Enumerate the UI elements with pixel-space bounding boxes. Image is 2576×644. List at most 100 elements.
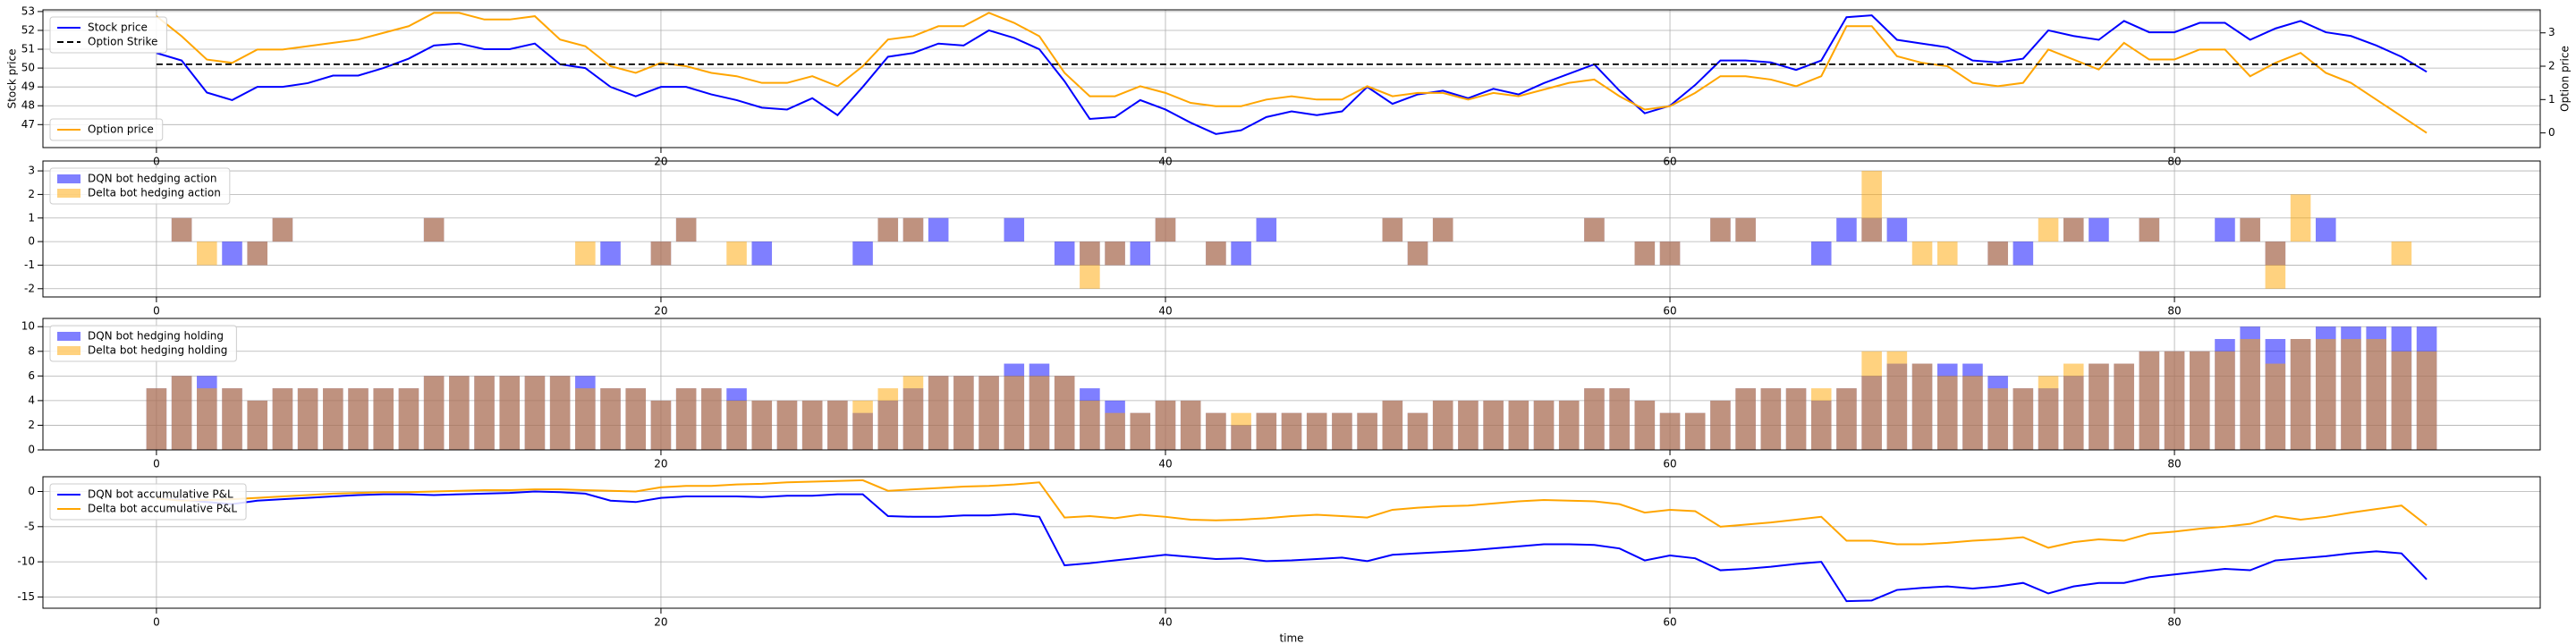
y-tick-label: -5	[24, 520, 35, 532]
bar	[852, 242, 873, 266]
bar	[2164, 351, 2185, 450]
bar	[1911, 363, 1933, 450]
bar	[247, 400, 267, 450]
y2-tick-label: 3	[2548, 26, 2555, 38]
bar	[1155, 400, 1176, 450]
bar	[2114, 363, 2134, 450]
y-tick-label: 6	[28, 369, 35, 382]
y-tick-label: -2	[24, 282, 35, 294]
bar	[1029, 376, 1050, 450]
bar	[1659, 242, 1681, 266]
bar	[2290, 339, 2311, 450]
line-series	[156, 14, 2428, 135]
y-tick-label: 51	[21, 43, 35, 55]
legend-box	[49, 325, 237, 362]
bar	[1004, 376, 1025, 450]
bar	[928, 376, 949, 450]
bar	[877, 217, 899, 242]
y2-axis-label: Option price	[2559, 46, 2572, 112]
x-tick-label: 40	[1158, 616, 1172, 629]
bar	[197, 242, 217, 266]
bar	[726, 400, 747, 450]
x-tick-label: 0	[153, 305, 160, 318]
bar	[1130, 412, 1151, 450]
y-tick-label: 0	[28, 235, 35, 248]
legend: DQN bot accumulative P&L Delta bot accumu…	[49, 483, 247, 521]
bar	[2290, 194, 2311, 242]
bar	[1886, 351, 1908, 450]
y-tick-label: 47	[21, 118, 35, 131]
y-tick-label: 10	[21, 320, 35, 333]
y-tick-label: 8	[28, 344, 35, 357]
bar	[1054, 376, 1075, 450]
x-tick-label: 20	[654, 616, 667, 629]
bar	[2215, 351, 2235, 450]
bar	[650, 242, 672, 266]
bar	[1382, 400, 1403, 450]
legend-label: DQN bot accumulative P&L	[88, 488, 233, 501]
bar	[171, 217, 192, 242]
bar	[1407, 242, 1428, 266]
axes-frame	[42, 160, 2541, 298]
bar	[272, 217, 293, 242]
bar	[751, 242, 773, 266]
bar	[1357, 412, 1377, 450]
bar	[2038, 376, 2059, 450]
x-tick-label: 80	[2167, 305, 2181, 318]
y-tick-label: 53	[21, 4, 35, 17]
bar	[675, 388, 697, 450]
y-tick-label: -10	[17, 555, 35, 568]
y2-tick-label: 1	[2548, 93, 2555, 106]
y-tick-label: -1	[24, 258, 35, 271]
bar	[197, 388, 217, 450]
legend-label: DQN bot hedging holding	[88, 330, 224, 343]
bar	[2316, 217, 2336, 242]
axes-frame	[42, 476, 2541, 609]
bar	[524, 376, 546, 450]
bar	[1533, 400, 1555, 450]
bar	[222, 388, 242, 450]
legend-label: Option price	[88, 123, 154, 136]
legend-label: DQN bot hedging action	[88, 173, 217, 185]
y-tick-label: 1	[28, 211, 35, 224]
x-tick-label: 80	[2167, 458, 2181, 470]
y-tick-label: -15	[17, 590, 35, 603]
y-tick-label: 4	[28, 394, 35, 406]
bar	[2240, 217, 2260, 242]
bar	[1861, 171, 1882, 242]
bar	[1886, 217, 1908, 242]
bar	[1584, 388, 1605, 450]
bar	[348, 388, 369, 450]
y-tick-label: 48	[21, 99, 35, 112]
x-tick-label: 0	[153, 458, 160, 470]
bar	[323, 388, 343, 450]
bar	[1306, 412, 1327, 450]
bar	[1256, 412, 1277, 450]
legend-label: Delta bot accumulative P&L	[88, 503, 237, 515]
bar	[2139, 217, 2160, 242]
bar	[701, 388, 722, 450]
bar	[423, 217, 445, 242]
legend-box	[49, 167, 231, 205]
legend-box	[49, 483, 247, 521]
bar	[2391, 242, 2412, 266]
bar	[2366, 339, 2386, 450]
bar	[423, 376, 445, 450]
bar	[902, 217, 924, 242]
legend-swatch	[57, 346, 80, 355]
bar	[1911, 242, 1933, 266]
bar	[398, 388, 419, 450]
bar	[1810, 242, 1832, 266]
bar	[2341, 339, 2361, 450]
legend-box	[49, 118, 164, 141]
bar	[1861, 351, 1882, 450]
bar	[1785, 388, 1807, 450]
bar	[297, 388, 318, 450]
bar	[1609, 388, 1630, 450]
bar	[575, 242, 596, 266]
bar	[1962, 376, 1983, 450]
bar	[1180, 400, 1201, 450]
